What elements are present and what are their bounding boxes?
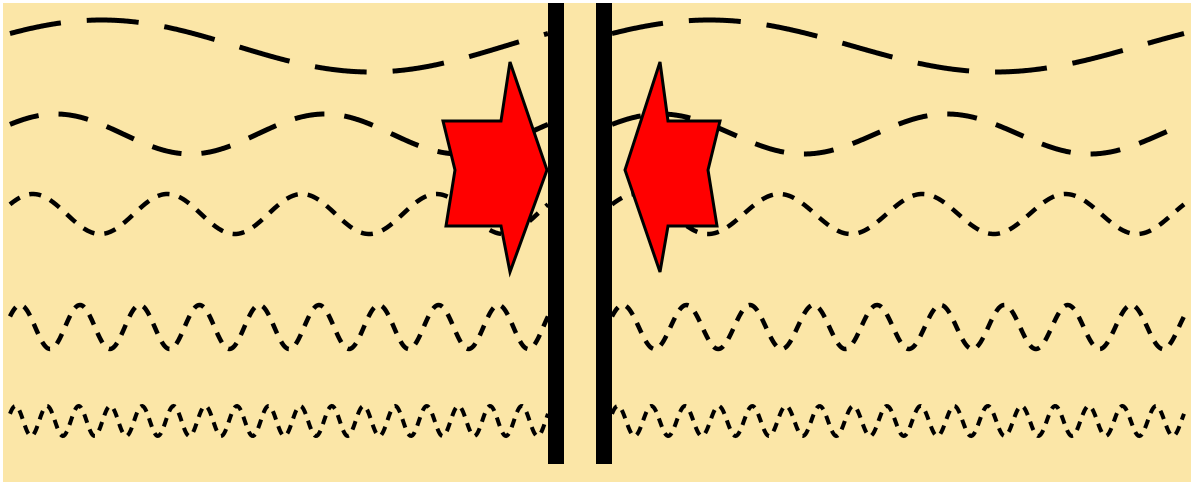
arrows <box>441 61 722 278</box>
wave-row-5 <box>8 403 1186 439</box>
wave-row-1-left-segment <box>9 17 549 75</box>
right-arrow-icon <box>623 61 722 273</box>
wave-row-3-right-segment <box>610 191 1186 237</box>
wave-row-1-right-segment <box>611 17 1185 75</box>
left-arrow-icon <box>441 61 549 278</box>
wave-row-4-right-segment <box>610 302 1187 352</box>
wave-row-5-right-segment <box>610 403 1186 439</box>
vertical-bars <box>548 3 612 464</box>
right-bar <box>596 3 612 464</box>
left-bar <box>548 3 564 464</box>
wave-row-4 <box>7 302 1187 352</box>
wave-row-4-left-segment <box>7 302 551 352</box>
wave-row-1 <box>9 17 1185 75</box>
wave-row-5-left-segment <box>8 403 550 439</box>
